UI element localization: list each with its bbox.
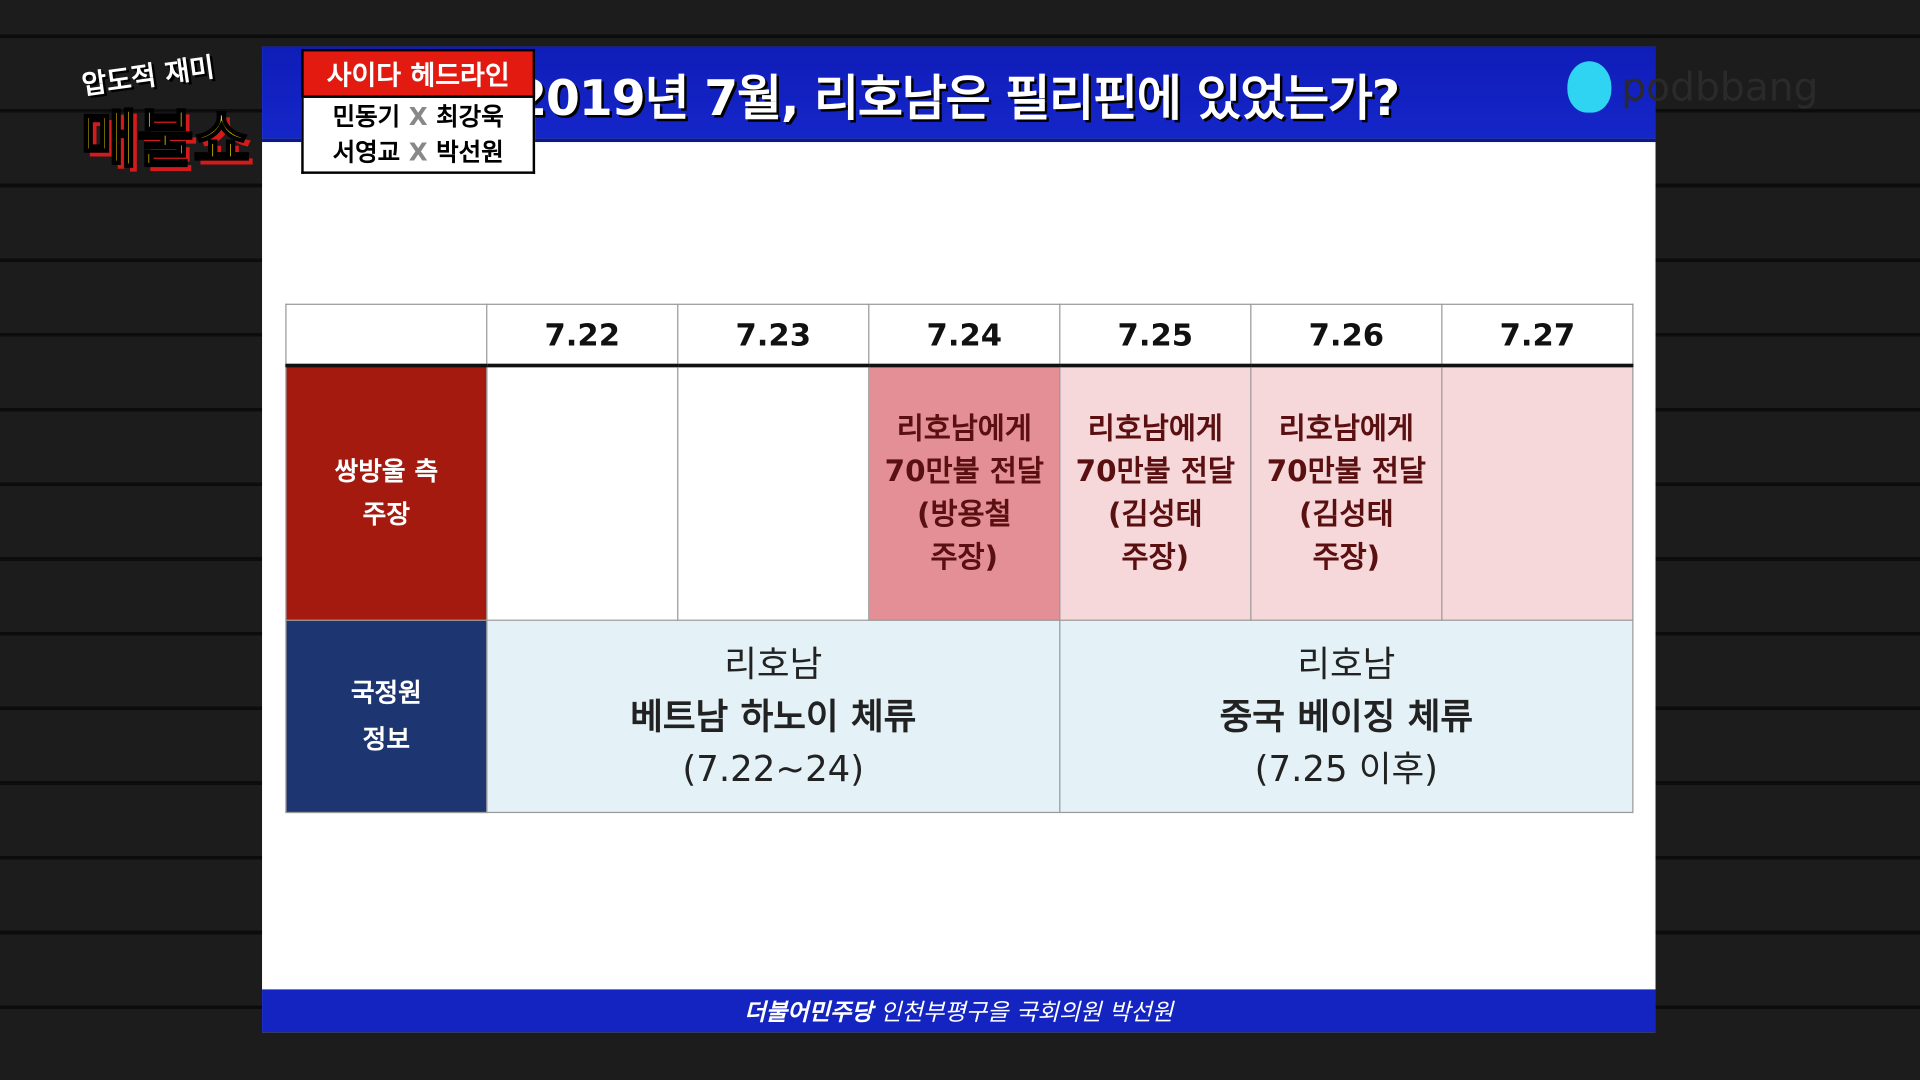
slide-footer: 더불어민주당 인천부평구을 국회의원 박선원 (262, 989, 1656, 1033)
claim-cell (1441, 364, 1634, 621)
panelist: 서영교 (332, 137, 401, 167)
cell-line: 주장) (1121, 540, 1190, 575)
date-header: 7.22 (486, 303, 679, 368)
panelist: 박선원 (436, 137, 504, 167)
headline-badge: 사이다 헤드라인 민동기 X 최강욱 서영교 X 박선원 (301, 48, 536, 174)
label-line: 쌍방울 측 (334, 456, 439, 487)
podbbang-drop-icon (1567, 61, 1612, 113)
cell-line: 리호남에게 (1087, 411, 1223, 446)
badge-label: 사이다 헤드라인 (301, 48, 536, 98)
slide-title: 2019년 7월, 리호남은 필리핀에 있었는가? (513, 71, 1400, 128)
cell-line: (김성태 (1299, 497, 1394, 532)
x-separator: X (408, 101, 428, 132)
date-header-row: 7.22 7.23 7.24 7.25 7.26 7.27 (285, 303, 1634, 368)
date-header: 7.27 (1441, 303, 1634, 368)
party-name: 더불어민주당 (744, 999, 873, 1027)
x-separator: X (408, 137, 428, 167)
podbbang-logo: podbbang (1567, 61, 1819, 113)
cell-line: (방용철 (917, 497, 1012, 532)
panelist: 민동기 (332, 101, 401, 132)
panel-names: 민동기 X 최강욱 서영교 X 박선원 (301, 97, 536, 174)
cell-line: 70만불 전달 (884, 454, 1044, 489)
panelist: 최강욱 (436, 101, 504, 132)
cell-line: 70만불 전달 (1075, 454, 1235, 489)
show-logo: 압도적 재미 매불쇼 (80, 49, 295, 190)
label-line: 국정원 (350, 678, 422, 708)
show-name: 매불쇼 (80, 103, 251, 176)
claim-cell (486, 364, 679, 621)
date-header: 7.24 (868, 303, 1061, 368)
cell-line: 리호남에게 (896, 411, 1032, 446)
cell-line: 70만불 전달 (1266, 454, 1426, 489)
brand-text: podbbang (1621, 63, 1819, 111)
claim-cell (677, 364, 870, 621)
cell-line: 중국 베이징 체류 (1219, 694, 1474, 737)
cell-line: 주장) (930, 540, 999, 575)
cell-line: 베트남 하노이 체류 (630, 694, 917, 737)
cell-line: 리호남에게 (1278, 411, 1414, 446)
member-name: 인천부평구을 국회의원 박선원 (880, 999, 1174, 1027)
corner-cell (285, 303, 488, 368)
label-line: 정보 (362, 724, 410, 755)
label-line: 주장 (362, 499, 410, 529)
cell-line: 리호남 (1297, 642, 1396, 684)
cell-line: 리호남 (724, 642, 823, 684)
date-header: 7.25 (1059, 303, 1252, 368)
date-header: 7.23 (677, 303, 870, 368)
cell-line: 주장) (1312, 540, 1381, 575)
date-header: 7.26 (1250, 303, 1443, 368)
cell-line: (7.25 이후) (1254, 747, 1439, 790)
cell-line: (김성태 (1108, 497, 1203, 532)
cell-line: (7.22~24) (682, 747, 865, 790)
